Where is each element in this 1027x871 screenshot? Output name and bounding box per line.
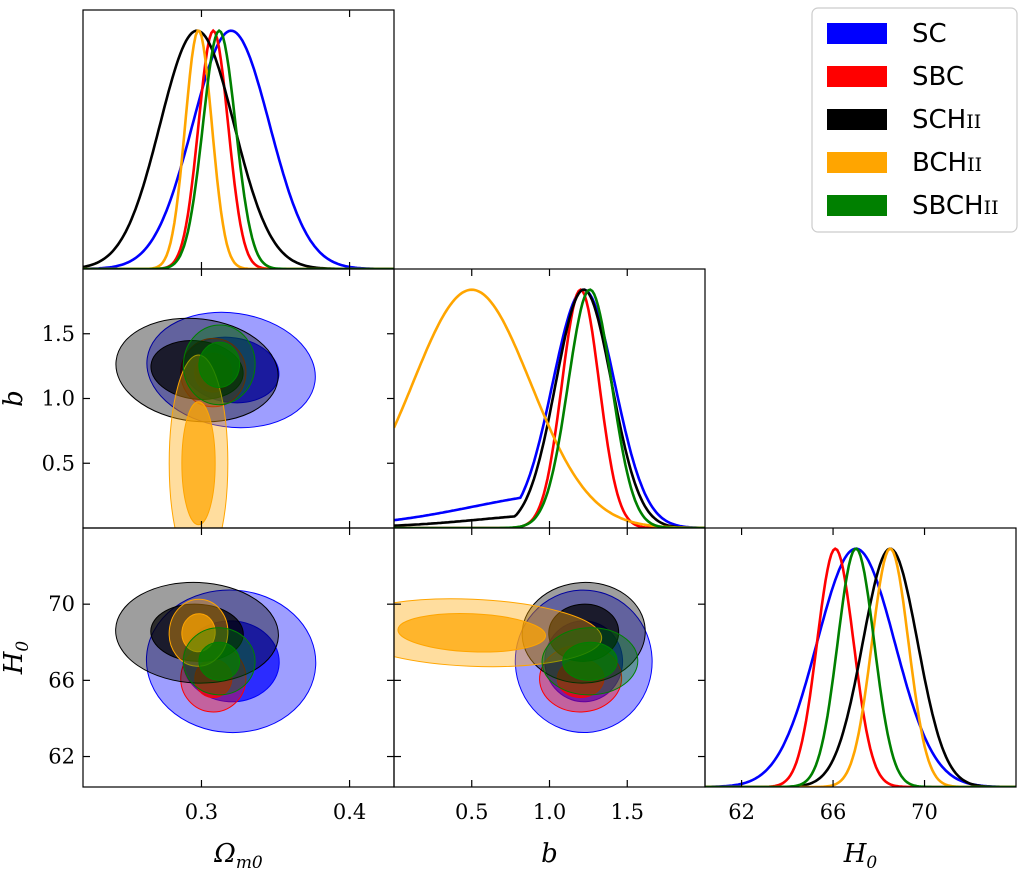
contour-68-bchii-b-H0: [397, 612, 547, 653]
marginal-curve-sbchii-b: [394, 288, 705, 528]
panel-om-om: [82, 9, 395, 270]
panel-content: [83, 28, 394, 269]
marginal-curve-schii-b: [394, 288, 705, 528]
legend-swatch-sbc: [827, 66, 887, 87]
legend-label-sc: SC: [912, 19, 947, 49]
x-tick-label-om: 0.3: [185, 800, 218, 824]
contour-68-bchii-om-H0: [181, 613, 216, 653]
y-tick-label-b: 1.5: [42, 322, 75, 346]
marginal-curve-schii-H0: [705, 547, 1016, 787]
legend-swatch-sc: [827, 23, 887, 44]
contour-68-bchii-om-b: [181, 401, 216, 526]
marginal-curve-sc-b: [394, 288, 705, 528]
panel-content: [115, 581, 317, 734]
panel-content: [394, 581, 653, 734]
legend-label-bchii: BCHII: [912, 148, 982, 178]
legend-box: [811, 7, 1018, 233]
x-tick-label-b: 1.0: [533, 800, 566, 824]
marginal-curve-sc-H0: [705, 547, 1016, 787]
x-tick-label-om: 0.4: [333, 800, 366, 824]
contour-68-sbchii-om-b: [198, 341, 241, 388]
x-tick-label-H0: 62: [728, 800, 755, 824]
legend-swatch-sbchii: [827, 195, 887, 216]
marginal-curve-sbchii-om: [83, 28, 394, 269]
panel-content: [115, 311, 316, 528]
x-axis-label-b: b: [541, 839, 558, 869]
y-tick-label-H0: 66: [48, 668, 75, 692]
panel-om-b: [82, 268, 395, 529]
panel-frame: [704, 527, 1017, 788]
panel-H0-H0: [704, 527, 1017, 788]
y-tick-label-b: 0.5: [42, 451, 75, 475]
x-tick-label-b: 0.5: [455, 800, 488, 824]
panel-om-H0: [82, 527, 395, 788]
legend-swatch-bchii: [827, 152, 887, 173]
panel-b-b: [393, 268, 706, 529]
y-tick-label-b: 1.0: [42, 387, 75, 411]
marginal-curve-sbc-om: [83, 28, 394, 269]
x-axis-label-om: Ωm0: [213, 839, 263, 871]
panel-b-H0: [393, 527, 706, 788]
legend-label-sbc: SBC: [912, 62, 964, 92]
x-axis-label-H0: H0: [843, 839, 878, 871]
y-axis-label-b: b: [0, 390, 29, 407]
y-tick-label-H0: 70: [48, 592, 75, 616]
x-tick-label-H0: 70: [911, 800, 938, 824]
legend-label-sbchii: SBCHII: [912, 191, 999, 221]
contour-68-sbchii-om-H0: [198, 641, 241, 681]
marginal-curve-sbchii-H0: [705, 547, 1016, 787]
legend: SC SBC SCHII BCHII SBCHII: [811, 7, 1018, 233]
legend-swatch-schii: [827, 109, 887, 130]
marginal-curve-sbc-H0: [705, 547, 1016, 787]
contour-68-sbchii-b-H0: [562, 641, 618, 681]
x-tick-label-H0: 66: [820, 800, 847, 824]
marginal-curve-bchii-H0: [705, 547, 1016, 787]
y-axis-label-H0: H0: [0, 641, 33, 676]
legend-label-schii: SCHII: [912, 105, 981, 135]
y-tick-label-H0: 62: [48, 745, 75, 769]
x-tick-label-b: 1.5: [611, 800, 644, 824]
marginal-curve-sc-om: [83, 29, 394, 269]
marginal-curve-bchii-om: [83, 29, 394, 269]
panel-content: [705, 547, 1016, 787]
panel-content: [394, 288, 705, 528]
